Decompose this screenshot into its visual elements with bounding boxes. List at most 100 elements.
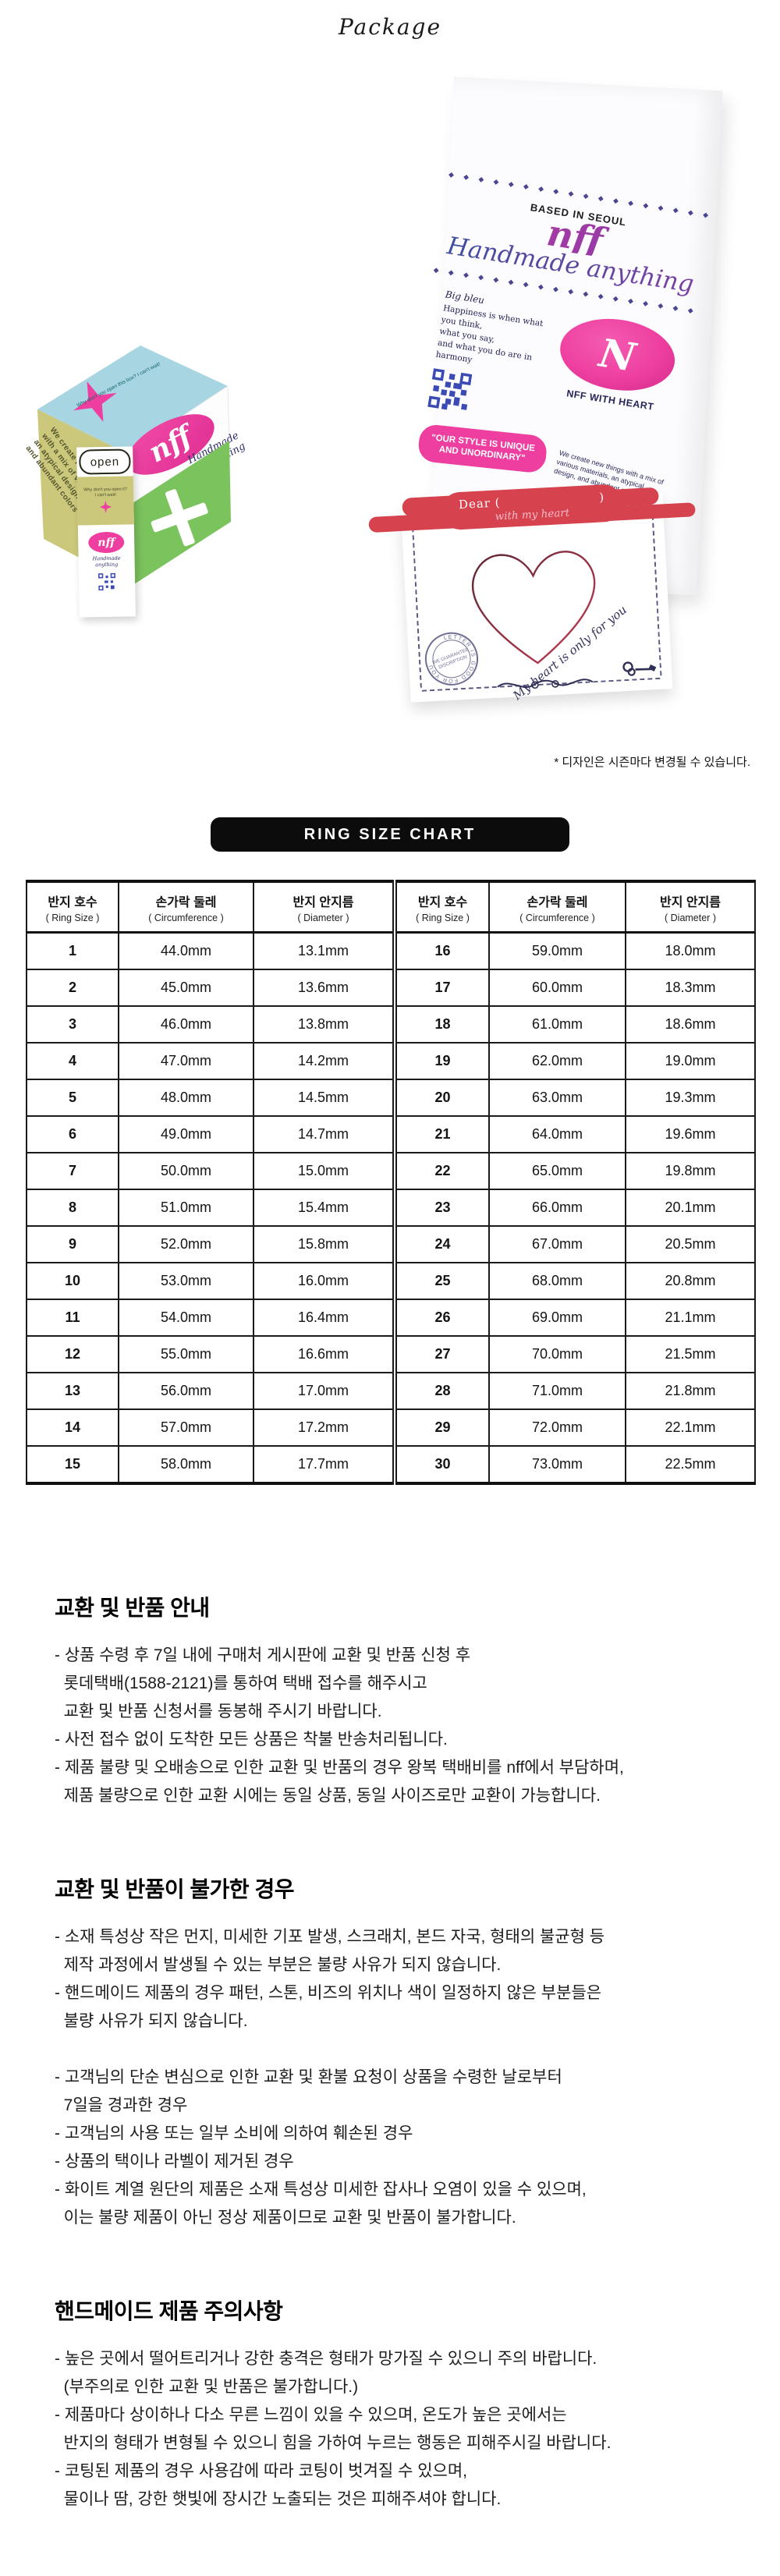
circumference-cell: 55.0mm [118, 1335, 254, 1373]
table-row: 1 44.0mm 13.1mm 16 59.0mm 18.0mm [26, 931, 756, 970]
table-row: 13 56.0mm 17.0mm 28 71.0mm 21.8mm [26, 1372, 756, 1410]
diameter-cell: 22.1mm [625, 1408, 756, 1447]
diameter-cell: 20.1mm [625, 1189, 756, 1227]
circumference-cell: 54.0mm [118, 1299, 254, 1337]
package-photo-collage: ◆ ◆ ◆ ◆ ◆ ◆ ◆ ◆ ◆ ◆ ◆ ◆ ◆ ◆ ◆ ◆ ◆ ◆ ◆ ◆ … [0, 74, 780, 707]
circumference-cell: 49.0mm [118, 1115, 254, 1153]
table-body: 1 44.0mm 13.1mm 16 59.0mm 18.0mm 2 45.0m… [26, 931, 756, 1485]
text-line: - 화이트 계열 원단의 제품은 소재 특성상 미세한 잡사나 오염이 있을 수… [55, 2181, 587, 2199]
text-line: 제작 과정에서 발생될 수 있는 부분은 불량 사유가 되지 않습니다. [55, 1956, 502, 1974]
ring-size-cell: 21 [392, 1115, 490, 1153]
cross-icon [151, 489, 208, 547]
ring-size-cell: 9 [26, 1225, 119, 1263]
nff-with-heart-label: NFF WITH HEART [566, 388, 655, 413]
ring-size-cell: 10 [26, 1262, 119, 1300]
circumference-cell: 50.0mm [118, 1152, 254, 1190]
ring-size-cell: 3 [26, 1005, 119, 1044]
circumference-cell: 70.0mm [488, 1335, 626, 1373]
circumference-cell: 56.0mm [118, 1372, 254, 1410]
diameter-cell: 17.2mm [253, 1408, 395, 1447]
ring-size-cell: 7 [26, 1152, 119, 1190]
table-row: 4 47.0mm 14.2mm 19 62.0mm 19.0mm [26, 1042, 756, 1080]
circumference-cell: 61.0mm [488, 1005, 626, 1044]
ring-size-cell: 18 [392, 1005, 490, 1044]
ring-size-table: 반지 호수 ( Ring Size ) 손가락 둘레 ( Circumferen… [26, 880, 756, 1485]
circumference-cell: 73.0mm [488, 1445, 626, 1485]
diameter-cell: 21.1mm [625, 1299, 756, 1337]
diameter-cell: 14.5mm [253, 1079, 395, 1117]
ring-size-cell: 20 [392, 1079, 490, 1117]
ring-size-cell: 8 [26, 1189, 119, 1227]
text-line: 이는 불량 제품이 아닌 정상 제품이므로 교환 및 반품이 불가합니다. [55, 2209, 516, 2227]
circumference-cell: 57.0mm [118, 1408, 254, 1447]
strip-white-panel: nff Handmade anything [78, 531, 135, 591]
section-heading: 교환 및 반품이 불가한 경우 [55, 1877, 294, 1901]
strip-tagline-line: anything [95, 561, 119, 569]
text-line: - 제품마다 상이하나 다소 무른 느낌이 있을 수 있으며, 온도가 높은 곳… [55, 2406, 567, 2424]
diameter-cell: 14.7mm [253, 1115, 395, 1153]
text-line: 7일을 경과한 경우 [55, 2096, 188, 2114]
bag-slogan-pill: "OUR STYLE IS UNIQUE AND UNORDINARY" [417, 423, 548, 474]
section-exchange-return-not-allowed: 교환 및 반품이 불가한 경우 - 소재 특성상 작은 먼지, 미세한 기포 발… [55, 1873, 737, 2232]
diameter-cell: 13.6mm [253, 969, 395, 1007]
nff-logo: nff [98, 536, 115, 549]
circumference-cell: 47.0mm [118, 1042, 254, 1080]
text-line: - 고객님의 사용 또는 일부 소비에 의하여 훼손된 경우 [55, 2124, 413, 2142]
section-heading: 교환 및 반품 안내 [55, 1596, 210, 1620]
diameter-cell: 19.8mm [625, 1152, 756, 1190]
col-ring-size: 반지 호수 ( Ring Size ) [392, 880, 490, 934]
ring-size-cell: 22 [392, 1152, 490, 1190]
col-circumference: 손가락 둘레 ( Circumference ) [488, 880, 626, 934]
circumference-cell: 65.0mm [488, 1152, 626, 1190]
text-line: - 코팅된 제품의 경우 사용감에 따라 코팅이 벗겨질 수 있으며, [55, 2462, 468, 2480]
col-circumference: 손가락 둘레 ( Circumference ) [118, 880, 254, 934]
table-row: 2 45.0mm 13.6mm 17 60.0mm 18.3mm [26, 969, 756, 1007]
text-line: 제품 불량으로 인한 교환 시에는 동일 상품, 동일 사이즈로만 교환이 가능… [55, 1787, 601, 1805]
table-row: 11 54.0mm 16.4mm 26 69.0mm 21.1mm [26, 1299, 756, 1337]
text-line: - 사전 접수 없이 도착한 모든 상품은 착불 반송처리됩니다. [55, 1731, 448, 1749]
table-row: 15 58.0mm 17.7mm 30 73.0mm 22.5mm [26, 1445, 756, 1485]
diameter-cell: 18.6mm [625, 1005, 756, 1044]
table-header: 반지 호수 ( Ring Size ) 손가락 둘레 ( Circumferen… [26, 880, 756, 934]
text-line: 롯데택배(1588-2121)를 통하여 택배 접수를 해주시고 [55, 1674, 427, 1692]
diameter-cell: 19.3mm [625, 1079, 756, 1117]
text-line: - 핸드메이드 제품의 경우 패턴, 스톤, 비즈의 위치나 색이 일정하지 않… [55, 1984, 602, 2002]
ring-size-cell: 4 [26, 1042, 119, 1080]
section-handmade-precautions: 핸드메이드 제품 주의사항 - 높은 곳에서 떨어트리거나 강한 충격은 형태가… [55, 2294, 737, 2514]
diameter-cell: 14.2mm [253, 1042, 395, 1080]
table-row: 14 57.0mm 17.2mm 29 72.0mm 22.1mm [26, 1408, 756, 1447]
text-line [55, 2036, 737, 2064]
circumference-cell: 59.0mm [488, 931, 626, 970]
box-logo-oval [126, 414, 214, 475]
ring-size-cell: 27 [392, 1335, 490, 1373]
ring-size-cell: 1 [26, 931, 119, 970]
ring-size-cell: 6 [26, 1115, 119, 1153]
circumference-cell: 67.0mm [488, 1225, 626, 1263]
ring-size-cell: 29 [392, 1408, 490, 1447]
ring-size-cell: 19 [392, 1042, 490, 1080]
circumference-cell: 45.0mm [118, 969, 254, 1007]
diameter-cell: 16.6mm [253, 1335, 395, 1373]
table-row: 12 55.0mm 16.6mm 27 70.0mm 21.5mm [26, 1335, 756, 1373]
diameter-cell: 15.0mm [253, 1152, 395, 1190]
diameter-cell: 18.0mm [625, 931, 756, 970]
diameter-cell: 13.8mm [253, 1005, 395, 1044]
stamp-icon: LETTER IS GOOD FOR YOU WE GUARANTEE DISC… [420, 628, 483, 690]
circumference-cell: 58.0mm [118, 1445, 254, 1485]
nff-monogram: N [596, 329, 639, 381]
strip-note-line: I can't wait! [94, 492, 116, 498]
diameter-cell: 18.3mm [625, 969, 756, 1007]
text-line: (부주의로 인한 교환 및 반품은 불가합니다.) [55, 2378, 359, 2396]
table-row: 3 46.0mm 13.8mm 18 61.0mm 18.6mm [26, 1005, 756, 1044]
circumference-cell: 44.0mm [118, 931, 254, 970]
table-row: 10 53.0mm 16.0mm 25 68.0mm 20.8mm [26, 1262, 756, 1300]
diameter-cell: 15.4mm [253, 1189, 395, 1227]
text-line: - 높은 곳에서 떨어트리거나 강한 충격은 형태가 망가질 수 있으니 주의 … [55, 2350, 597, 2368]
text-line: - 소재 특성상 작은 먼지, 미세한 기포 발생, 스크래치, 본드 자국, … [55, 1928, 605, 1946]
ring-size-cell: 16 [392, 931, 490, 970]
qr-code-icon [98, 572, 116, 591]
key-icon [622, 661, 657, 676]
circumference-cell: 52.0mm [118, 1225, 254, 1263]
text-line: 반지의 형태가 변형될 수 있으니 힘을 가하여 누르는 행동은 피해주시길 바… [55, 2434, 612, 2452]
circumference-cell: 46.0mm [118, 1005, 254, 1044]
